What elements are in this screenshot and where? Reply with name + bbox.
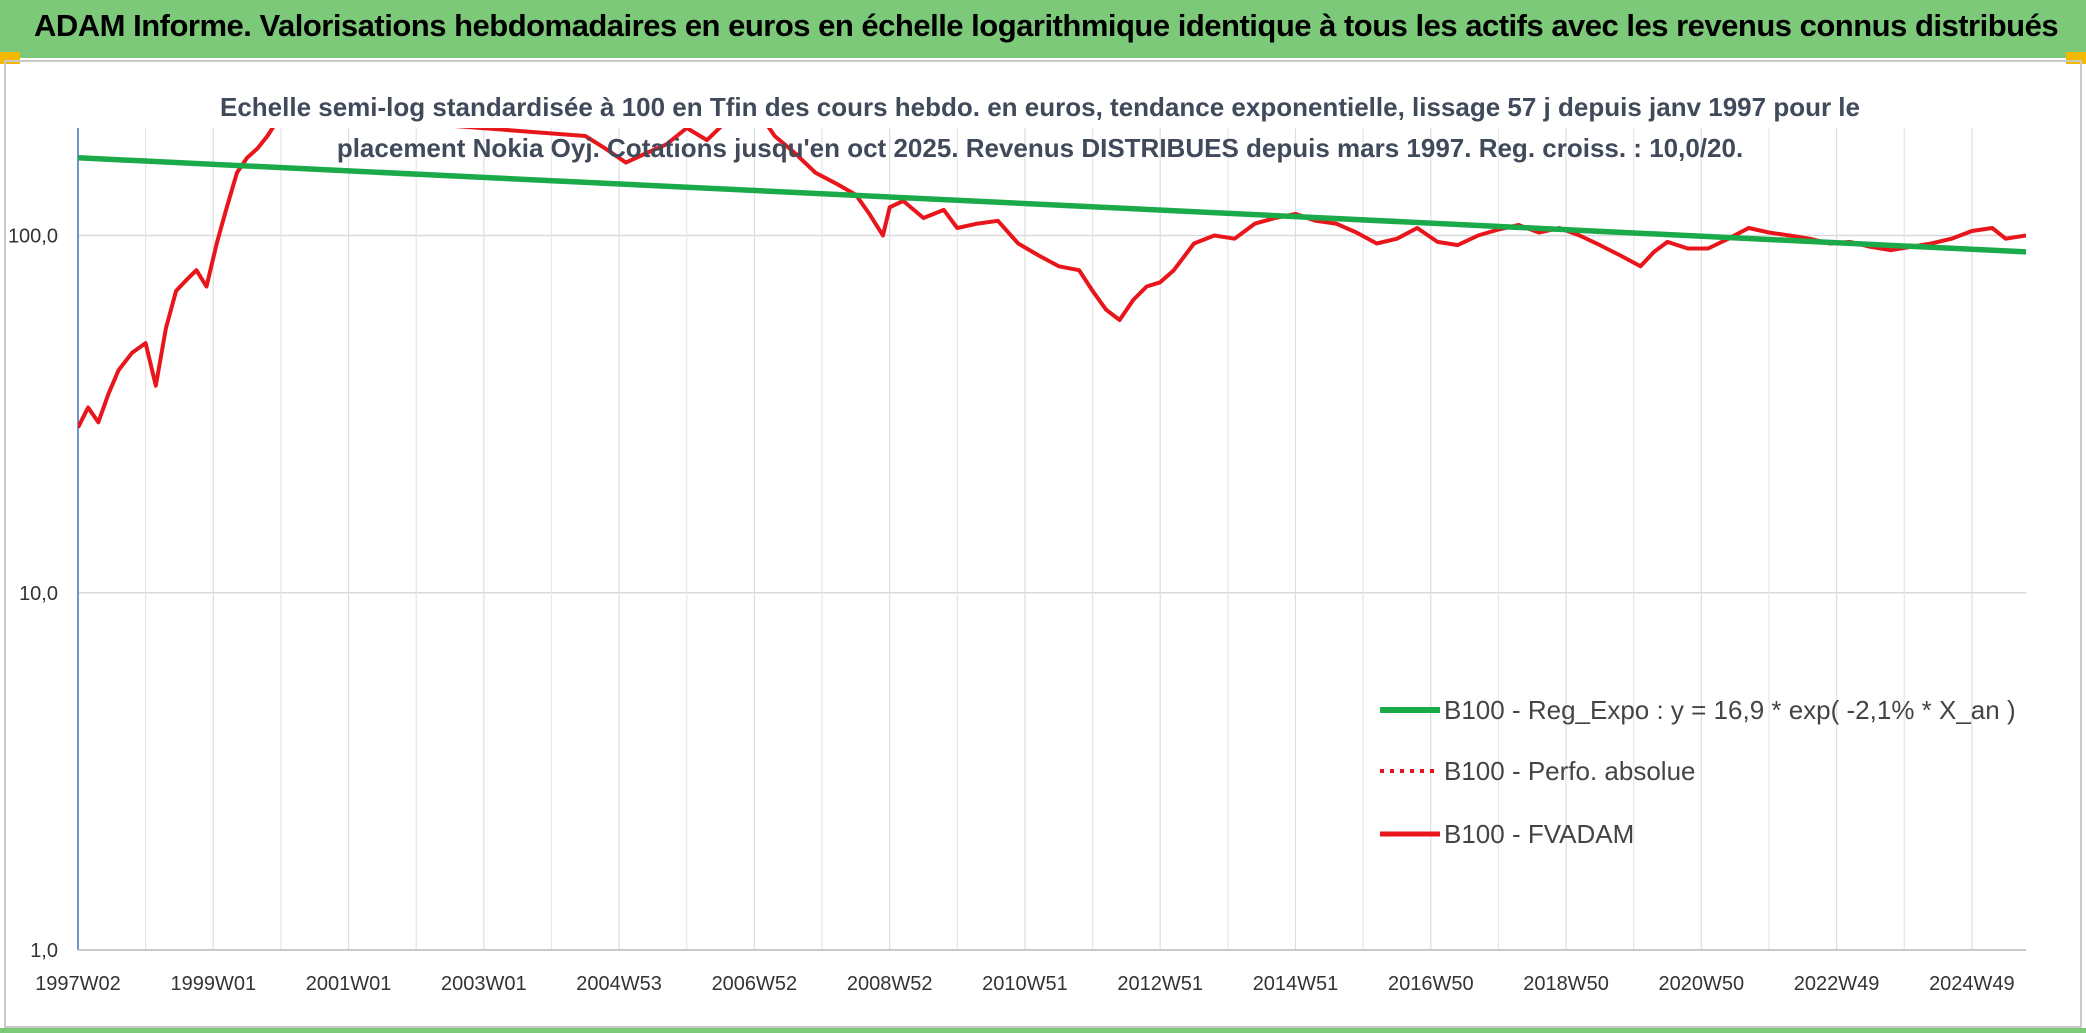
x-tick-label-5: 2006W52 (712, 973, 798, 995)
title-banner: ADAM Informe. Valorisations hebdomadaire… (0, 0, 2086, 58)
y-tick-label-2: 100,0 (8, 226, 58, 248)
legend: B100 - Reg_Expo : y = 16,9 * exp( -2,1% … (1380, 695, 2016, 849)
x-tick-label-8: 2012W51 (1117, 973, 1203, 995)
axis-ticks: 1,0 10,0 100,0 1997W02 1999W01 2001W01 2003W01… (8, 226, 2015, 995)
x-tick-label-2: 2001W01 (306, 973, 392, 995)
series-fvadam-line (78, 128, 2026, 429)
chart-frame (4, 60, 2082, 1028)
x-tick-label-6: 2008W52 (847, 973, 933, 995)
legend-label-1: B100 - Perfo. absolue (1444, 756, 1696, 786)
legend-label-2: B100 - FVADAM (1444, 819, 1634, 849)
chart-subtitle-line-1: Echelle semi-log standardisée à 100 en T… (220, 92, 1860, 122)
x-tick-label-1: 1999W01 (170, 973, 256, 995)
x-tick-label-10: 2016W50 (1388, 973, 1474, 995)
bottom-bar (0, 1028, 2086, 1033)
x-tick-label-7: 2010W51 (982, 973, 1068, 995)
report-title: ADAM Informe. Valorisations hebdomadaire… (34, 8, 2059, 43)
x-tick-label-12: 2020W50 (1659, 973, 1745, 995)
x-tick-label-13: 2022W49 (1794, 973, 1880, 995)
y-tick-label-1: 10,0 (19, 583, 58, 605)
x-tick-label-3: 2003W01 (441, 973, 527, 995)
x-tick-label-9: 2014W51 (1253, 973, 1339, 995)
legend-label-0: B100 - Reg_Expo : y = 16,9 * exp( -2,1% … (1444, 695, 2016, 725)
chart-subtitle-line-2: placement Nokia Oyj. Cotations jusqu'en … (337, 133, 1743, 163)
series-reg-expo-line (78, 155, 2026, 255)
grid-lines (77, 128, 2026, 951)
x-tick-label-0: 1997W02 (35, 973, 121, 995)
x-tick-label-4: 2004W53 (576, 973, 662, 995)
plot-area (78, 128, 2026, 429)
x-tick-label-14: 2024W49 (1929, 973, 2015, 995)
y-tick-label-0: 1,0 (30, 940, 58, 962)
x-tick-label-11: 2018W50 (1523, 973, 1609, 995)
